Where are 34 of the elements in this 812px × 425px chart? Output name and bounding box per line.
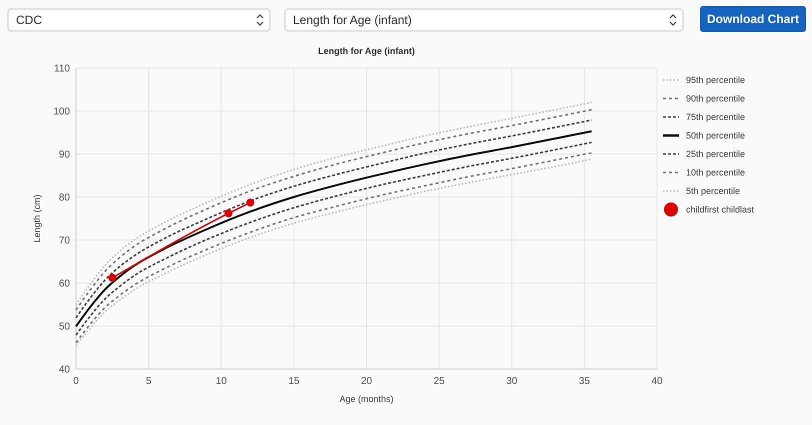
x-tick-label: 0 [73,376,80,387]
text: Download Chart [707,12,799,26]
x-tick-label: 35 [578,376,590,387]
x-tick-label: 40 [651,376,663,387]
text: CDC [16,13,42,27]
legend-label: 50th percentile [686,130,746,141]
legend-label: childfirst childlast [686,204,755,215]
y-tick-label: 80 [58,192,70,204]
legend-label: 5th percentile [686,186,740,196]
point [108,274,116,282]
x-tick-label: 5 [146,376,152,387]
y-tick-label: 40 [58,364,70,376]
y-tick-label: 70 [58,236,70,246]
legend-label: 25th percentile [686,149,746,160]
x-tick-label: 25 [434,376,446,387]
x-tick-label: 10 [216,376,228,387]
chart-title: Length for Age (infant) [318,46,415,56]
y-tick-label: 90 [58,150,70,160]
y-tick-label: 50 [58,322,70,332]
legend-label: 10th percentile [686,168,746,178]
x-axis-title: Age (months) [339,394,394,404]
text: Length for Age (infant) [293,13,412,27]
x-tick-label: 20 [360,376,372,387]
y-tick-label: 60 [58,278,70,290]
legend-label: 95th percentile [686,75,746,86]
x-tick-label: 15 [288,376,300,387]
legend-label: 75th percentile [686,112,746,122]
y-axis-title: Length (cm) [32,194,42,243]
y-tick-label: 110 [54,64,70,74]
y-tick-label: 100 [53,106,70,118]
point [246,198,254,207]
legend-label: 90th percentile [686,94,746,104]
x-tick-label: 30 [506,376,518,387]
point [224,209,233,218]
